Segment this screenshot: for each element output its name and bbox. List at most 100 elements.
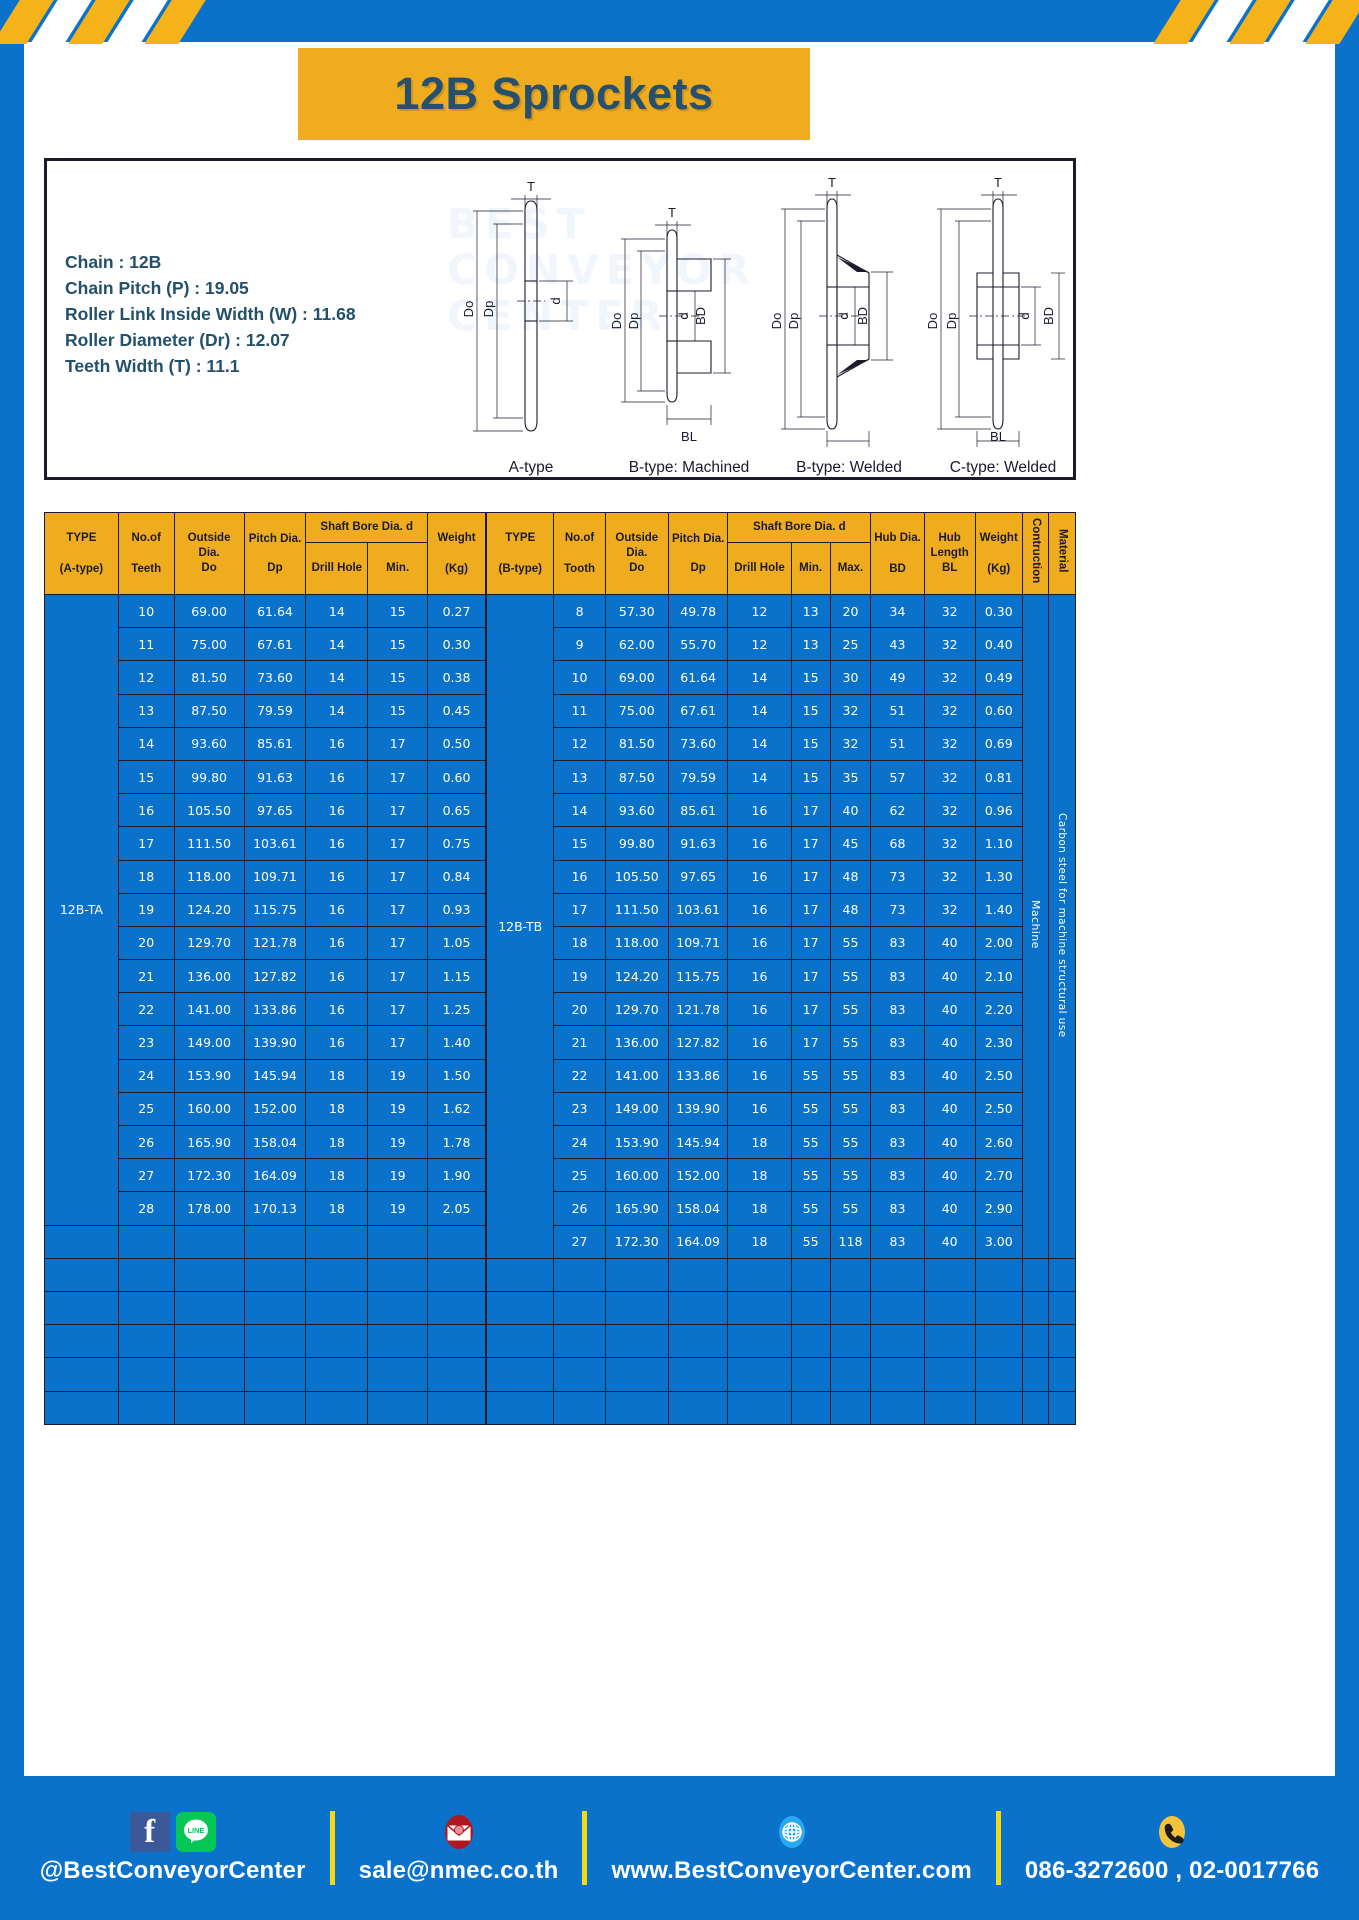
cell-teeth: 9: [553, 627, 606, 662]
svg-text:Dp: Dp: [786, 313, 801, 330]
cell-Dp: 158.04: [243, 1124, 307, 1160]
cell-teeth: 21: [117, 959, 175, 994]
cell-blank: [305, 1357, 369, 1392]
cell-Do: 69.00: [604, 660, 670, 695]
table-a-type-wrapper: TYPE (A-type) No.of Teeth Outside Dia. D…: [44, 512, 486, 1425]
cell-min: 15: [790, 759, 831, 795]
cell-BD: 83: [870, 1091, 925, 1127]
cell-min: 17: [790, 892, 831, 927]
cell-type-label: 12B-TA: [44, 594, 119, 1226]
cell-Do: 99.80: [604, 826, 670, 861]
cell-BL: 32: [923, 693, 976, 728]
footer-facebook-handle[interactable]: @BestConveyorCenter: [39, 1857, 306, 1884]
svg-text:BD: BD: [855, 307, 870, 325]
cell-blank: [604, 1257, 670, 1292]
table-row-blank: [44, 1290, 486, 1326]
specification-panel: BEST CONVEYOR CENTER Chain : 12B Chain P…: [44, 158, 1076, 480]
contact-footer: f LINE @BestConveyorCenter: [0, 1776, 1359, 1920]
cell-Dp: 133.86: [667, 1058, 729, 1093]
cell-blank: [117, 1290, 175, 1326]
cell-blank: [367, 1324, 429, 1359]
facebook-icon[interactable]: f: [129, 1812, 170, 1852]
cell-max: 48: [829, 859, 872, 894]
cell-blank: [870, 1357, 925, 1392]
phone-icon[interactable]: [1152, 1812, 1192, 1852]
footer-email[interactable]: sale@nmec.co.th: [358, 1857, 559, 1884]
cell-max: 32: [829, 726, 872, 761]
cell-drill_hole: 14: [305, 660, 369, 695]
table-row: 23 149.00 139.90 16 55 55 83 40 2.50: [487, 1091, 1076, 1127]
table-a-head: TYPE (A-type) No.of Teeth Outside Dia. D…: [44, 512, 486, 595]
cell-max: 55: [829, 992, 872, 1027]
table-row: 25 160.00 152.00 18 55 55 83 40 2.70: [487, 1158, 1076, 1193]
table-row: 10 69.00 61.64 14 15 30 49 32 0.49: [487, 660, 1076, 695]
cell-Dp: 61.64: [243, 593, 307, 629]
cell-blank: [367, 1257, 429, 1292]
cell-blank: [485, 1257, 555, 1292]
cell-blank: [870, 1390, 925, 1425]
cell-blank: [974, 1324, 1023, 1359]
line-icon[interactable]: LINE: [175, 1812, 216, 1852]
cell-drill_hole: 16: [727, 1091, 792, 1127]
footer-website-group: www.BestConveyorCenter.com: [595, 1811, 987, 1885]
cell-blank: [485, 1390, 555, 1425]
cell-blank: [790, 1357, 831, 1392]
diagram-c-type-welded-label: C-type: Welded: [949, 459, 1057, 476]
cell-min: 15: [790, 693, 831, 728]
cell-teeth: 23: [553, 1091, 606, 1127]
cell-max: 48: [829, 892, 872, 927]
footer-divider-1: [329, 1811, 335, 1885]
cell-min: 55: [790, 1091, 831, 1127]
cell-Dp: 145.94: [243, 1058, 307, 1093]
cell-BL: 40: [923, 1124, 976, 1160]
diagram-c-type-welded: T Do Dp d BD BL C-type: Welded: [919, 169, 1087, 481]
cell-blank: [305, 1224, 369, 1259]
cell-BD: 83: [870, 1224, 925, 1259]
cell-blank: [305, 1257, 369, 1292]
cell-blank: [553, 1290, 606, 1326]
cell-drill_hole: 18: [305, 1191, 369, 1226]
email-icon[interactable]: [439, 1812, 479, 1852]
cell-drill_hole: 12: [727, 627, 792, 662]
footer-phone[interactable]: 086-3272600 , 02-0017766: [1024, 1857, 1320, 1884]
cell-blank: [243, 1390, 307, 1425]
globe-icon[interactable]: [772, 1812, 812, 1852]
cell-BL: 32: [923, 892, 976, 927]
cell-blank: [427, 1390, 486, 1425]
table-row: 28 178.00 170.13 18 19 2.05: [45, 1191, 486, 1226]
cell-teeth: 22: [553, 1058, 606, 1093]
table-row: 17 111.50 103.61 16 17 48 73 32 1.40: [487, 892, 1076, 927]
cell-teeth: 20: [117, 925, 175, 961]
cell-min: 15: [367, 627, 429, 662]
cell-BD: 73: [870, 859, 925, 894]
cell-BD: 62: [870, 793, 925, 828]
cell-Do: 149.00: [604, 1091, 670, 1127]
cell-weight: 0.96: [974, 793, 1023, 828]
table-row: 18 118.00 109.71 16 17 0.84: [45, 859, 486, 894]
cell-weight: 0.75: [427, 826, 486, 861]
cell-Do: 178.00: [173, 1191, 245, 1226]
cell-teeth: 18: [553, 925, 606, 961]
cell-weight: 1.05: [427, 925, 486, 961]
cell-weight: 1.50: [427, 1058, 486, 1093]
th-a-shaft-bore: Shaft Bore Dia. d: [305, 512, 429, 543]
cell-weight: 1.62: [427, 1091, 486, 1127]
cell-blank: [974, 1390, 1023, 1425]
footer-website[interactable]: www.BestConveyorCenter.com: [611, 1857, 972, 1884]
cell-Do: 172.30: [173, 1158, 245, 1193]
diagram-a-type-label: A-type: [508, 459, 554, 476]
cell-weight: 2.50: [974, 1058, 1023, 1093]
cell-weight: 0.65: [427, 793, 486, 828]
cell-max: 118: [829, 1224, 872, 1259]
cell-drill_hole: 18: [727, 1224, 792, 1259]
cell-blank: [667, 1290, 729, 1326]
cell-BD: 83: [870, 1158, 925, 1193]
svg-text:Do: Do: [925, 313, 940, 330]
cell-drill_hole: 14: [727, 759, 792, 795]
spec-chain: Chain : 12B: [65, 252, 162, 272]
table-row: 16 105.50 97.65 16 17 0.65: [45, 793, 486, 828]
cell-weight: 3.00: [974, 1224, 1023, 1259]
cell-weight: 0.30: [974, 593, 1023, 629]
cell-blank: [553, 1324, 606, 1359]
table-row: 25 160.00 152.00 18 19 1.62: [45, 1091, 486, 1127]
